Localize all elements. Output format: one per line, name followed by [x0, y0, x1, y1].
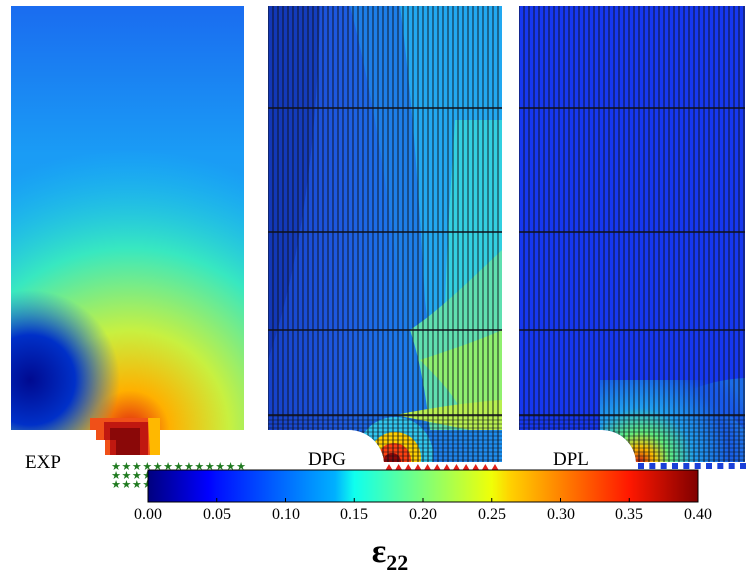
star-marker: ★ — [132, 479, 142, 491]
triangle-marker — [404, 464, 412, 470]
dpg-boundary-markers — [385, 464, 499, 470]
square-marker — [728, 463, 735, 469]
colorbar-ticks — [147, 498, 699, 502]
triangle-marker — [424, 464, 432, 470]
colorbar — [147, 469, 699, 503]
star-marker: ★ — [142, 470, 152, 482]
triangle-marker — [491, 464, 499, 470]
exp-strain-field — [11, 6, 244, 430]
star-marker: ★ — [226, 461, 236, 473]
square-marker — [717, 463, 724, 469]
star-marker: ★ — [132, 461, 142, 473]
star-marker: ★ — [194, 461, 204, 473]
square-marker — [683, 463, 690, 469]
colorbar-tick-label: 0.05 — [203, 506, 231, 523]
star-marker: ★ — [184, 461, 194, 473]
exp-panel-label: EXP — [25, 452, 61, 473]
dpl-panel — [519, 6, 746, 469]
star-marker: ★ — [142, 479, 152, 491]
colorbar-tick-label: 0.15 — [340, 506, 368, 523]
dpg-panel-label: DPG — [308, 449, 347, 470]
star-marker: ★ — [215, 461, 225, 473]
star-marker: ★ — [121, 461, 131, 473]
star-marker: ★ — [121, 479, 131, 491]
triangle-marker — [462, 464, 470, 470]
dpl-panel-label: DPL — [553, 449, 589, 470]
quantity-symbol: ε — [371, 533, 387, 570]
dpg-strain-field — [268, 6, 502, 462]
triangle-marker — [443, 464, 451, 470]
dpl-boundary-markers — [638, 463, 746, 469]
colorbar-tick-label: 0.35 — [615, 506, 643, 523]
star-marker: ★ — [153, 461, 163, 473]
star-marker: ★ — [142, 461, 152, 473]
square-marker — [660, 463, 667, 469]
quantity-subscript: 22 — [386, 550, 409, 575]
colorbar-tick-label: 0.25 — [478, 506, 506, 523]
square-marker — [706, 463, 712, 469]
star-marker: ★ — [111, 479, 121, 491]
star-marker: ★ — [163, 461, 173, 473]
triangle-marker — [395, 464, 403, 470]
square-marker — [649, 463, 656, 469]
star-marker: ★ — [111, 461, 121, 473]
star-marker: ★ — [174, 461, 184, 473]
colorbar-tick-label: 0.40 — [684, 506, 712, 523]
square-marker — [638, 463, 644, 469]
square-marker — [740, 463, 746, 469]
colorbar-gradient — [147, 469, 699, 503]
star-marker: ★ — [111, 470, 121, 482]
triangle-marker — [452, 464, 460, 470]
colorbar-tick-label: 0.10 — [272, 506, 300, 523]
star-marker: ★ — [121, 470, 131, 482]
colorbar-tick-label: 0.30 — [547, 506, 575, 523]
star-marker: ★ — [236, 461, 246, 473]
triangle-marker — [433, 464, 441, 470]
colorbar-tick-label: 0.00 — [134, 506, 162, 523]
triangle-marker — [414, 464, 422, 470]
square-marker — [672, 463, 678, 469]
square-marker — [694, 463, 701, 469]
triangle-marker — [472, 464, 480, 470]
exp-panel: ★★★★★★★★★★★★★★★★★★★★★★★★★★★★★★★★★★★★★★★ — [11, 6, 246, 491]
dpl-strain-field — [519, 6, 745, 462]
star-marker: ★ — [132, 470, 142, 482]
colorbar-quantity-label: ε22 — [340, 532, 440, 583]
colorbar-tick-label: 0.20 — [409, 506, 437, 523]
dpg-panel — [268, 6, 502, 470]
triangle-marker — [481, 464, 489, 470]
star-marker: ★ — [205, 461, 215, 473]
triangle-marker — [385, 464, 393, 470]
